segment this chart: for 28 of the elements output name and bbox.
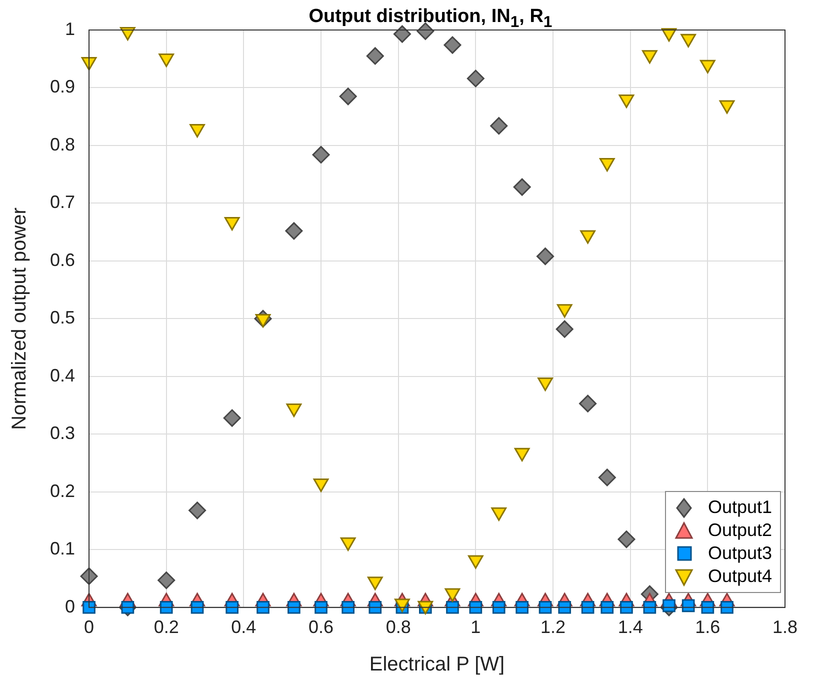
y-tick-label: 0.4 (50, 365, 76, 386)
y-tick-label: 1 (65, 18, 76, 39)
legend-label: Output4 (708, 566, 772, 587)
x-tick-label: 1.4 (618, 617, 643, 638)
x-tick-label: 0 (84, 617, 94, 638)
y-tick-label: 0.7 (50, 192, 76, 212)
x-axis-title: Electrical P [W] (369, 654, 505, 676)
legend-label: Output1 (708, 497, 772, 518)
y-tick-label: 0.6 (50, 250, 76, 270)
legend-label: Output2 (708, 520, 772, 541)
x-tick-label: 0.6 (308, 617, 334, 638)
x-tick-label: 1.6 (695, 617, 720, 638)
y-tick-label: 0.5 (50, 308, 76, 328)
x-tick-label: 1 (470, 617, 481, 638)
x-tick-label: 1.8 (772, 617, 798, 638)
chart-title: Output distribution, IN$_{1}$, R$_{1}$ (308, 6, 554, 32)
x-tick-label: 1.2 (540, 617, 566, 638)
x-tick-label: 0.8 (386, 617, 411, 638)
y-tick-label: 0.8 (50, 134, 76, 154)
y-tick-label: 0.1 (50, 538, 76, 559)
y-tick-label: 0.9 (50, 76, 76, 97)
y-tick-label: 0.2 (50, 480, 76, 501)
y-axis-title: Normalized output power (8, 207, 31, 430)
y-tick-label: 0 (65, 596, 76, 616)
x-tick-label: 0.4 (231, 617, 256, 638)
y-tick-label: 0.3 (50, 423, 76, 444)
x-tick-label: 0.2 (154, 617, 179, 638)
legend-label: Output3 (708, 543, 772, 564)
